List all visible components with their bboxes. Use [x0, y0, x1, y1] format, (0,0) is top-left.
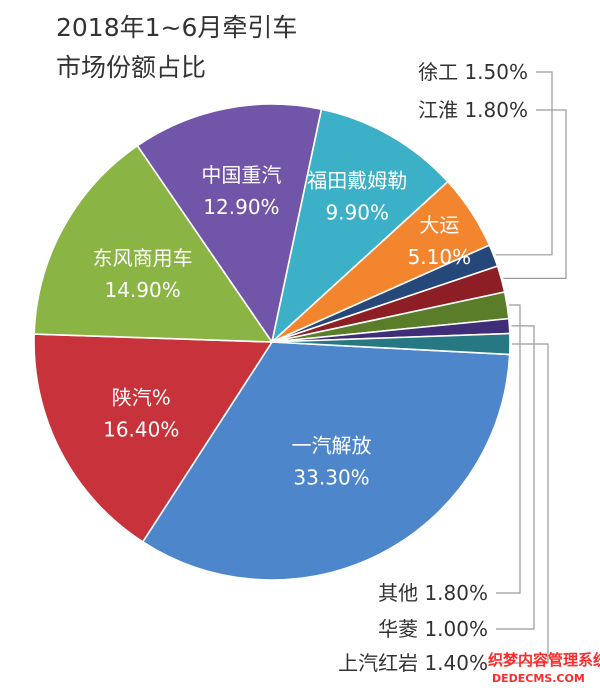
slice-name-一汽解放: 一汽解放	[292, 434, 372, 458]
callout-label-徐工: 徐工 1.50%	[418, 60, 528, 84]
callout-label-江淮: 江淮 1.80%	[418, 98, 528, 122]
slice-name-陕汽: 陕汽%	[112, 385, 171, 409]
watermark: 织梦内容管理系统 DEDECMS.COM	[488, 651, 600, 685]
slice-value-福田戴姆勒: 9.90%	[325, 200, 389, 224]
slice-value-一汽解放: 33.30%	[293, 466, 369, 490]
callout-label-其他: 其他 1.80%	[378, 581, 488, 605]
pie-slice-中国重汽	[136, 103, 323, 343]
leader-line-徐工	[495, 71, 553, 256]
callout-leader-lines	[495, 71, 567, 664]
watermark-url: DEDECMS.COM	[492, 672, 585, 685]
slice-value-大运: 5.10%	[408, 245, 472, 269]
slice-name-大运: 大运	[419, 213, 459, 237]
chart-title-line1: 2018年1~6月牵引车	[56, 13, 297, 42]
pie-slice-上汽红岩	[271, 332, 511, 356]
leader-line-江淮	[503, 109, 567, 279]
pie-slice-陕汽	[33, 333, 273, 543]
slice-name-中国重汽: 中国重汽	[201, 163, 281, 187]
callout-label-上汽红岩: 上汽红岩 1.40%	[338, 651, 488, 675]
slice-value-陕汽: 16.40%	[103, 417, 179, 441]
slice-name-东风商用车: 东风商用车	[93, 246, 193, 270]
callout-label-华菱: 华菱 1.00%	[378, 617, 488, 641]
slice-value-东风商用车: 14.90%	[104, 278, 180, 302]
pie-slice-福田戴姆勒	[271, 108, 449, 343]
slice-value-中国重汽: 12.90%	[203, 195, 279, 219]
slice-name-福田戴姆勒: 福田戴姆勒	[307, 168, 407, 192]
leader-line-其他	[496, 304, 521, 594]
chart-title-line2: 市场份额占比	[56, 53, 206, 82]
pie-slice-东风商用车	[33, 144, 273, 343]
leader-line-华菱	[496, 325, 535, 630]
watermark-text: 织梦内容管理系统	[488, 651, 600, 669]
pie-slices	[33, 103, 511, 581]
leader-line-上汽红岩	[496, 343, 549, 664]
pie-slice-一汽解放	[141, 341, 511, 581]
slice-labels: 一汽解放 33.30% 陕汽% 16.40% 东风商用车 14.90% 中国重汽 12.90%…	[93, 60, 528, 675]
